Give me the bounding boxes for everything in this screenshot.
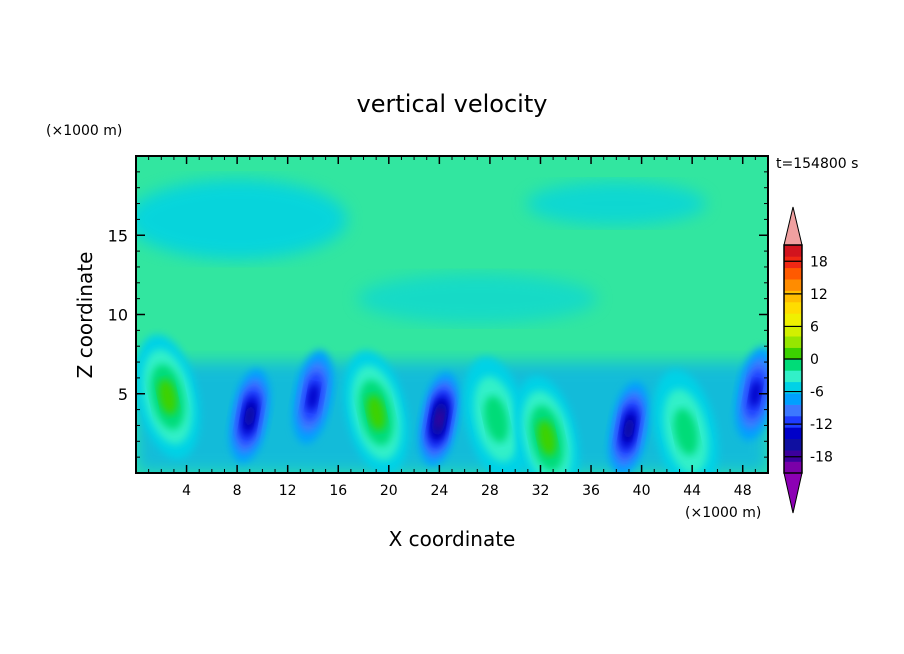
colorbar-band (784, 336, 802, 348)
colorbar-band (784, 313, 802, 326)
contour-level (537, 420, 557, 456)
y-axis-label: Z coordinate (73, 252, 97, 379)
colorbar-band (784, 290, 802, 303)
contour-level (749, 380, 762, 408)
x-tick-label: 20 (380, 483, 398, 499)
colorbar-band (784, 279, 802, 291)
field-feature (463, 356, 529, 473)
x-tick-label: 36 (582, 483, 600, 499)
colorbar-band (784, 438, 802, 451)
x-axis-label: X coordinate (389, 527, 516, 551)
x-tick-label: 8 (233, 483, 242, 499)
colorbar-band (784, 302, 802, 314)
field-feature (514, 375, 580, 473)
colorbar-band (784, 370, 802, 383)
colorbar-band (784, 416, 802, 428)
colorbar-band (784, 393, 802, 405)
field-feature (418, 372, 460, 467)
colorbar-band (784, 347, 802, 360)
time-label: t=154800 s (776, 156, 858, 172)
colorbar-tick-label: 6 (810, 319, 819, 335)
y-axis-ticks: 5 10 15 (108, 171, 768, 458)
x-tick-label: 28 (481, 483, 499, 499)
contour-level (624, 417, 634, 440)
upper-positive-region (136, 179, 348, 260)
contour-level (435, 410, 444, 429)
field-feature (136, 334, 201, 460)
colorbar-band (784, 359, 802, 371)
y-tick-label: 5 (118, 385, 128, 404)
upper-positive-region (526, 181, 707, 226)
colorbar-band (784, 245, 802, 257)
colorbar-band (784, 427, 802, 440)
field-feature (608, 381, 650, 473)
field-feature (343, 350, 409, 473)
x-tick-label: 4 (182, 483, 191, 499)
contour-level (307, 383, 319, 411)
contour-level (484, 395, 509, 443)
x-tick-label: 16 (329, 483, 347, 499)
field-feature (734, 346, 768, 441)
contour-level (158, 379, 177, 415)
colorbar-extend-top (783, 206, 803, 246)
y-tick-label: 10 (108, 306, 128, 325)
colorbar-extend-bottom (783, 472, 803, 514)
contour-level (366, 394, 386, 431)
colorbar: 18 12 6 0 -6 -12 -18 (783, 206, 833, 514)
velocity-field (136, 179, 768, 473)
colorbar-band (784, 267, 802, 280)
field-feature (229, 368, 271, 463)
contour-level (245, 405, 255, 427)
chart-title: vertical velocity (357, 90, 548, 118)
colorbar-band (784, 461, 802, 474)
colorbar-band (784, 256, 802, 269)
field-feature (292, 349, 334, 444)
x-axis-ticks: 4 8 12 16 20 24 28 32 36 40 44 48 (148, 156, 756, 499)
x-unit-label: (×1000 m) (685, 505, 761, 521)
plot-area (136, 156, 768, 473)
x-tick-label: 40 (633, 483, 651, 499)
colorbar-tick-label: 12 (810, 287, 828, 303)
x-tick-label: 44 (683, 483, 701, 499)
colorbar-tick-label: -6 (810, 385, 824, 401)
x-tick-label: 12 (279, 483, 297, 499)
x-tick-label: 32 (532, 483, 550, 499)
colorbar-tick-label: -12 (810, 417, 833, 433)
field-feature (653, 369, 719, 473)
y-unit-label: (×1000 m) (46, 123, 122, 139)
y-tick-label: 15 (108, 226, 128, 245)
x-tick-label: 48 (734, 483, 752, 499)
colorbar-band (784, 404, 802, 417)
colorbar-tick-label: -18 (810, 450, 833, 466)
mid-positive-region (357, 273, 598, 324)
colorbar-tick-label: 18 (810, 254, 828, 270)
contour-level (673, 408, 699, 456)
x-tick-label: 24 (430, 483, 448, 499)
colorbar-band (784, 450, 802, 462)
colorbar-band (784, 381, 802, 394)
colorbar-tick-label: 0 (810, 352, 819, 368)
colorbar-band (784, 324, 802, 337)
